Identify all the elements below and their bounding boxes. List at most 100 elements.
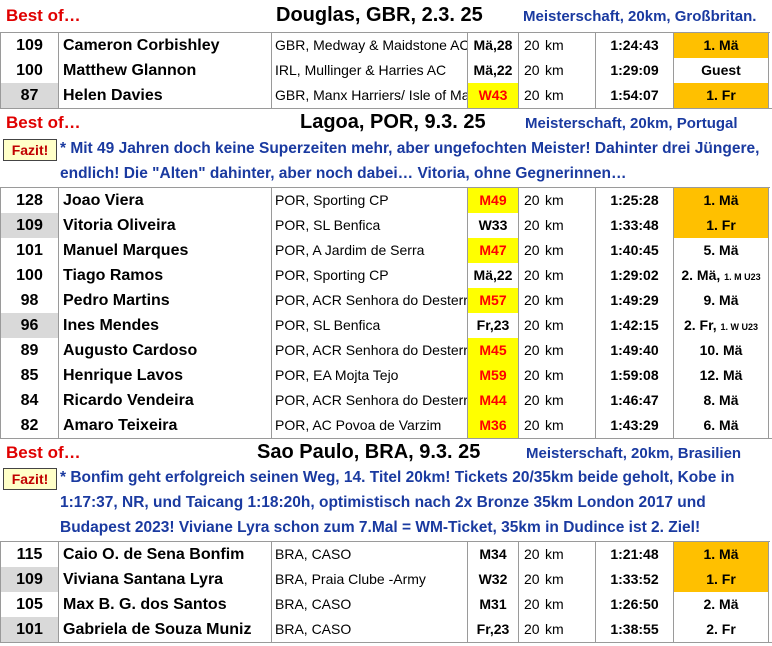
club-cell: GBR, Medway & Maidstone AC [271,33,467,58]
category-cell: M59 [467,363,518,388]
unit-cell: km [545,392,564,408]
placement-cell: 8. Mä [673,388,769,413]
table-row: 109 Vitoria Oliveira POR, SL Benfica W33 20 k… [0,213,772,239]
club-cell: POR, EA Mojta Tejo [271,363,467,388]
club-cell: POR, ACR Senhora do Desterro [271,338,467,363]
athlete-name-cell: Tiago Ramos [58,263,271,288]
placement-subtext: 1. M U23 [724,272,761,282]
placement-text: 8. Mä [703,392,739,408]
athlete-name-cell: Ines Mendes [58,313,271,338]
table-row: 128 Joao Viera POR, Sporting CP M49 20 km 1:25… [0,188,772,214]
placement-text: 1. Fr [706,87,736,103]
time-cell: 1:40:45 [595,238,673,263]
distance-cell: 20 [518,238,558,263]
athlete-name-cell: Pedro Martins [58,288,271,313]
club-cell: POR, A Jardim de Serra [271,238,467,263]
placement-text: 1. Fr [706,217,736,233]
distance-cell: 20 [518,388,558,413]
placement-text: 2. Mä [703,596,739,612]
points-cell: 100 [0,58,58,83]
table-row: 109 Viviana Santana Lyra BRA, Praia Clube … [0,567,772,593]
distance-cell: 20 [518,313,558,338]
athlete-name-cell: Augusto Cardoso [58,338,271,363]
placement-cell: 5. Mä [673,238,769,263]
placement-text: 10. Mä [699,342,743,358]
category-cell: M49 [467,188,518,213]
club-cell: POR, Sporting CP [271,263,467,288]
time-cell: 1:38:55 [595,617,673,642]
placement-text: 5. Mä [703,242,739,258]
placement-cell: 2. Fr, 1. W U23 [673,313,769,338]
club-cell: POR, SL Benfica [271,213,467,238]
table-row: 100 Tiago Ramos POR, Sporting CP Mä,22 20 km 1… [0,263,772,289]
category-cell: Mä,28 [467,33,518,58]
placement-cell: 1. Fr [673,83,769,108]
fazit-badge: Fazit! [3,139,57,161]
distance-cell: 20 [518,58,558,83]
section-header-douglas: Best of… Douglas, GBR, 2.3. 25 Meistersc… [0,3,772,28]
unit-cell: km [545,367,564,383]
placement-cell: 1. Mä [673,188,769,213]
distance-cell: 20 [518,338,558,363]
time-cell: 1:49:29 [595,288,673,313]
distance-cell: 20 [518,33,558,58]
unit-cell: km [545,292,564,308]
placement-cell: 2. Mä, 1. M U23 [673,263,769,288]
athlete-name-cell: Joao Viera [58,188,271,213]
fazit-text: * Mit 49 Jahren doch keine Superzeiten m… [60,140,760,182]
distance-cell: 20 [518,288,558,313]
distance-cell: 20 [518,617,558,642]
placement-text: Guest [701,62,741,78]
unit-cell: km [545,621,564,637]
athlete-name-cell: Caio O. de Sena Bonfim [58,542,271,567]
distance-cell: 20 [518,567,558,592]
category-cell: M57 [467,288,518,313]
distance-cell: 20 [518,213,558,238]
table-row: 115 Caio O. de Sena Bonfim BRA, CASO M34 20 k… [0,542,772,568]
placement-text: 6. Mä [703,417,739,433]
unit-cell: km [545,571,564,587]
distance-cell: 20 [518,263,558,288]
table-row: 101 Gabriela de Souza Muniz BRA, CASO Fr,23… [0,617,772,643]
points-cell: 100 [0,263,58,288]
athlete-name-cell: Gabriela de Souza Muniz [58,617,271,642]
points-cell: 87 [0,83,58,108]
category-cell: Fr,23 [467,313,518,338]
category-cell: W43 [467,83,518,108]
unit-cell: km [545,342,564,358]
unit-cell: km [545,596,564,612]
unit-cell: km [545,217,564,233]
placement-cell: 6. Mä [673,413,769,438]
placement-cell: 9. Mä [673,288,769,313]
placement-text: 1. Mä [703,192,739,208]
table-row: 96 Ines Mendes POR, SL Benfica Fr,23 20 km 1:4… [0,313,772,339]
points-cell: 82 [0,413,58,438]
category-cell: M31 [467,592,518,617]
distance-cell: 20 [518,542,558,567]
time-cell: 1:21:48 [595,542,673,567]
time-cell: 1:33:52 [595,567,673,592]
athlete-name-cell: Vitoria Oliveira [58,213,271,238]
table-row: 101 Manuel Marques POR, A Jardim de Serra M… [0,238,772,264]
category-cell: W33 [467,213,518,238]
athlete-name-cell: Ricardo Vendeira [58,388,271,413]
event-title: Douglas, GBR, 2.3. 25 [272,4,487,27]
placement-cell: 1. Mä [673,542,769,567]
category-cell: W32 [467,567,518,592]
category-cell: M44 [467,388,518,413]
placement-cell: 2. Fr [673,617,769,642]
fazit-badge: Fazit! [3,468,57,490]
unit-cell: km [545,267,564,283]
placement-cell: 1. Mä [673,33,769,58]
placement-text: 2. Fr, [683,317,717,333]
category-cell: Mä,22 [467,58,518,83]
club-cell: BRA, CASO [271,617,467,642]
fazit-row-lagoa: Fazit! * Mit 49 Jahren doch keine Superz… [0,136,772,186]
table-row: 84 Ricardo Vendeira POR, ACR Senhora do De… [0,388,772,414]
points-cell: 101 [0,617,58,642]
athlete-name-cell: Matthew Glannon [58,58,271,83]
fazit-row-sao-paulo: Fazit! * Bonfim geht erfolgreich seinen … [0,465,772,540]
fazit-text: * Bonfim geht erfolgreich seinen Weg, 14… [60,469,735,536]
points-cell: 109 [0,567,58,592]
athlete-name-cell: Max B. G. dos Santos [58,592,271,617]
